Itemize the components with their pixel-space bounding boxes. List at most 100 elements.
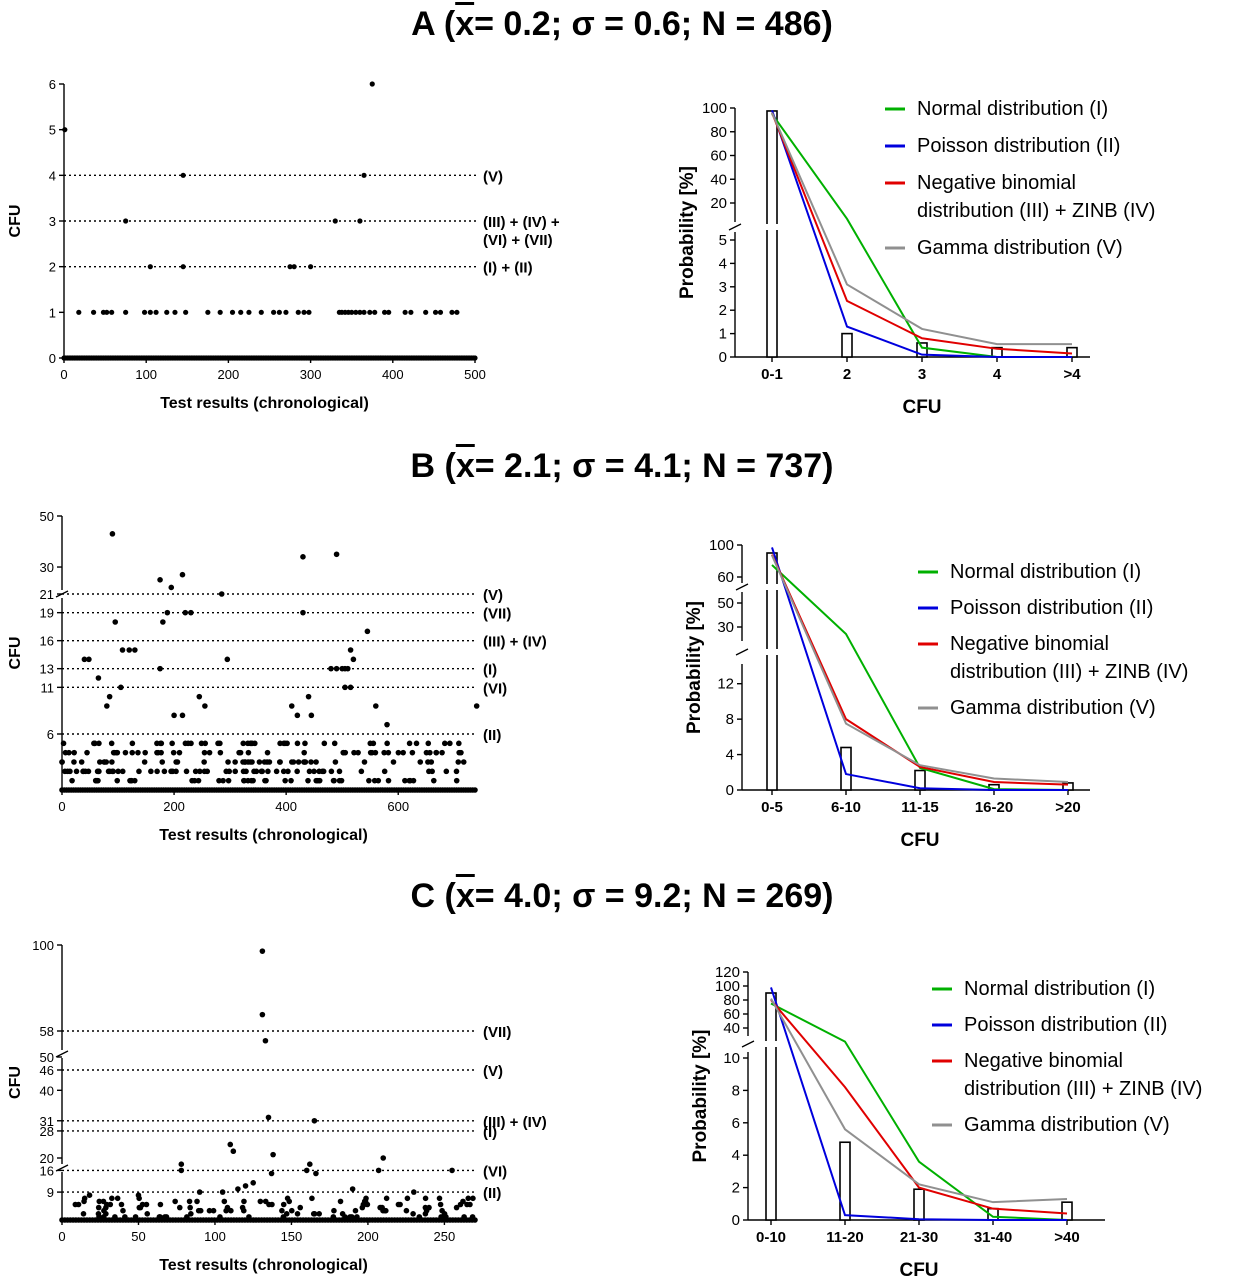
data-point (289, 759, 295, 765)
mean-symbol: x (455, 877, 475, 915)
data-point (294, 740, 301, 747)
y-tick-label: 4 (726, 747, 734, 764)
data-point (66, 749, 72, 756)
legend-label: Normal distribution (I) (964, 978, 1155, 1000)
data-point (197, 1207, 204, 1214)
axis-break-mark (741, 1040, 755, 1048)
y-axis-title: CFU (7, 1066, 24, 1099)
data-point (465, 1195, 472, 1202)
y-tick-label: 120 (715, 964, 740, 981)
y-tick-label: 0 (719, 349, 727, 366)
title-prefix: B ( (410, 447, 456, 485)
data-point (385, 749, 392, 756)
threshold-label: (V) (483, 168, 503, 185)
x-tick-label: 0 (60, 367, 67, 382)
y-tick-label: 28 (40, 1124, 54, 1139)
data-point (287, 264, 293, 270)
data-point (135, 749, 141, 756)
data-point (320, 768, 327, 775)
data-point (447, 740, 453, 747)
data-point (122, 1214, 128, 1220)
data-point (375, 1167, 382, 1174)
y-tick-label: 46 (40, 1063, 54, 1078)
data-point (291, 264, 297, 270)
data-point (72, 1201, 79, 1208)
x-tick-label: 100 (135, 367, 157, 382)
data-point (196, 693, 203, 700)
data-point (123, 309, 129, 315)
x-tick-label: 200 (218, 367, 240, 382)
data-point (164, 609, 171, 616)
data-point (217, 309, 223, 315)
x-axis-title: Test results (chronological) (159, 1257, 368, 1274)
data-point (157, 1214, 163, 1220)
data-point (270, 1151, 276, 1158)
data-point (188, 609, 194, 616)
data-point (437, 1201, 444, 1208)
y-tick-label: 5 (719, 232, 727, 249)
threshold-label: (V) (483, 587, 503, 604)
data-point (358, 768, 365, 775)
data-point (188, 1211, 194, 1217)
data-point (302, 740, 308, 747)
threshold-label: (I) (483, 662, 497, 679)
legend-label: Negative binomial (917, 172, 1076, 194)
data-point (71, 759, 77, 765)
y-tick-label: 12 (717, 676, 734, 693)
data-point (305, 777, 311, 784)
data-point (390, 759, 397, 765)
data-point (81, 1195, 88, 1202)
data-point-zero (472, 787, 478, 793)
data-point (311, 1211, 318, 1217)
x-axis-title: Test results (chronological) (160, 395, 369, 412)
x-axis-title: CFU (900, 830, 939, 851)
data-point (154, 740, 160, 747)
data-point (96, 1198, 103, 1205)
x-tick-label: 200 (357, 1229, 379, 1244)
x-tick-label: 0 (58, 1229, 65, 1244)
data-point (311, 768, 317, 775)
data-point (276, 309, 282, 315)
data-point (460, 759, 467, 765)
data-point (101, 759, 108, 765)
data-point (223, 768, 230, 775)
data-point (294, 768, 300, 775)
x-tick-label: >4 (1063, 366, 1081, 383)
data-point (359, 1204, 366, 1211)
data-point (246, 309, 252, 315)
data-point (179, 712, 186, 719)
distribution-line (771, 554, 1069, 786)
data-point (224, 656, 231, 663)
distribution-line (770, 999, 1068, 1215)
y-tick-label: 50 (40, 509, 54, 524)
data-point (178, 1161, 185, 1167)
data-point (313, 759, 319, 765)
data-point (188, 740, 194, 747)
data-point (157, 1201, 164, 1208)
x-tick-label: 3 (918, 366, 926, 383)
data-point (328, 665, 334, 672)
data-point (297, 1204, 304, 1211)
data-point (460, 1198, 466, 1205)
data-point (464, 1201, 470, 1208)
data-point (347, 647, 354, 653)
y-axis-title: Probability [%] (684, 601, 705, 734)
y-tick-label: 19 (40, 606, 54, 621)
legend-label: Gamma distribution (V) (964, 1114, 1170, 1136)
data-point (262, 777, 268, 784)
data-point (288, 703, 295, 709)
data-point (169, 740, 175, 747)
y-tick-label: 6 (49, 77, 56, 92)
data-point (361, 309, 367, 315)
data-point (172, 309, 178, 315)
data-point (202, 740, 209, 747)
data-point (280, 1201, 287, 1208)
x-tick-label: 0-1 (761, 366, 783, 383)
data-point (112, 619, 119, 625)
y-axis-title: CFU (7, 637, 24, 670)
y-axis-title: Probability [%] (690, 1029, 711, 1162)
data-point (186, 1198, 193, 1205)
data-point (333, 551, 340, 558)
data-point (301, 309, 307, 315)
mean-symbol: x (455, 447, 475, 485)
